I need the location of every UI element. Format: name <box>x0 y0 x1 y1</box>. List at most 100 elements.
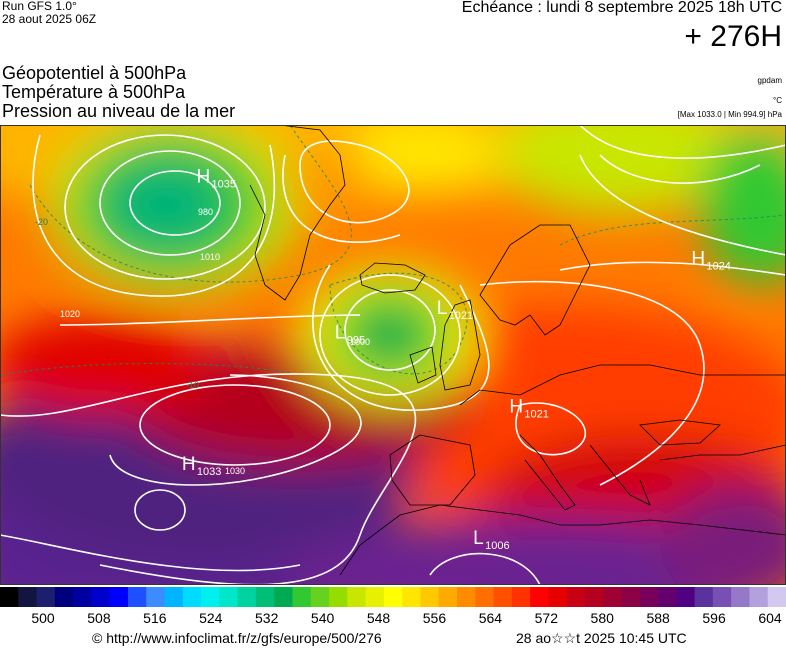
generated-time: 28 ao☆☆t 2025 10:45 UTC <box>516 630 687 646</box>
low-pressure-center: L 1006 <box>473 528 509 552</box>
colorbar-tick: 572 <box>534 610 558 626</box>
pressure-center-value: 1006 <box>485 540 509 552</box>
lead-time: + 276H <box>684 20 782 53</box>
colorbar-swatch <box>274 587 294 607</box>
colorbar-swatch <box>767 587 786 607</box>
colorbar-swatch <box>219 587 239 607</box>
temperature-contours <box>0 125 786 376</box>
geopotential-field <box>0 125 786 585</box>
pressure-center-value: 995 <box>347 335 365 347</box>
colorbar-swatch <box>548 587 568 607</box>
colorbar-tick: 532 <box>255 610 279 626</box>
colorbar-tick: 564 <box>478 610 503 626</box>
colorbar-swatch <box>164 587 184 607</box>
colorbar-tick: 588 <box>646 610 670 626</box>
pressure-center-letter: H <box>691 249 705 270</box>
colorbar-tick: 556 <box>422 610 447 626</box>
colorbar-swatch <box>310 587 330 607</box>
title-temperature: Température à 500hPa <box>2 82 186 102</box>
colorbar-swatch <box>329 587 348 607</box>
colorbar <box>0 587 786 607</box>
temp-label-minus20: -20 <box>35 217 48 227</box>
isobar-label-980: 980 <box>198 207 213 217</box>
colorbar-tick: 548 <box>366 610 391 626</box>
low-pressure-center: L 1021 <box>437 298 473 322</box>
colorbar-swatch <box>712 587 732 607</box>
pressure-center-letter: H <box>182 454 196 475</box>
colorbar-swatch <box>530 587 549 607</box>
colorbar-swatch <box>383 587 403 607</box>
pressure-center-letter: H <box>509 397 523 418</box>
colorbar-swatch <box>694 587 714 607</box>
temp-label-minus10: -10 <box>186 380 199 390</box>
colorbar-swatch <box>584 587 604 607</box>
colorbar-tick: 540 <box>310 610 335 626</box>
unit-temperature: °C <box>773 96 782 105</box>
colorbar-swatch <box>566 587 586 607</box>
colorbar-swatch <box>621 587 641 607</box>
colorbar-swatch <box>292 587 312 607</box>
colorbar-swatch <box>475 587 495 607</box>
colorbar-swatch <box>603 587 623 607</box>
colorbar-swatch <box>36 587 56 607</box>
colorbar-swatch <box>639 587 659 607</box>
pressure-center-letter: L <box>335 323 346 344</box>
pressure-center-letter: H <box>197 167 211 188</box>
pressure-center-letter: L <box>437 298 448 319</box>
colorbar-swatch <box>237 587 257 607</box>
colorbar-swatch <box>731 587 751 607</box>
colorbar-swatch <box>511 587 531 607</box>
colorbar-swatch <box>0 587 19 607</box>
unit-geopotential: gpdam <box>757 76 782 85</box>
colorbar-swatch <box>91 587 111 607</box>
colorbar-swatch <box>109 587 129 607</box>
pressure-center-value: 1021 <box>524 409 548 421</box>
high-pressure-center: H 1035 <box>197 167 236 191</box>
isobar-label-1020: 1020 <box>60 309 80 319</box>
colorbar-swatch <box>18 587 38 607</box>
pressure-center-letter: L <box>473 528 484 549</box>
run-date: 28 aout 2025 06Z <box>2 12 97 26</box>
colorbar-swatch <box>438 587 458 607</box>
colorbar-tick: 500 <box>31 610 55 626</box>
colorbar-swatch <box>255 587 275 607</box>
valid-time: Echéance : lundi 8 septembre 2025 18h UT… <box>461 0 782 16</box>
run-label: Run GFS 1.0° <box>2 0 77 13</box>
colorbar-swatch <box>73 587 92 607</box>
copyright-link[interactable]: © http://www.infoclimat.fr/z/gfs/europe/… <box>92 630 382 646</box>
pressure-center-value: 1024 <box>706 261 730 273</box>
isobar-labels: 980 1000 1010 1020 1030 <box>60 207 370 476</box>
colorbar-tick: 524 <box>199 610 223 626</box>
low-pressure-center: L 995 <box>335 323 365 347</box>
colorbar-swatch <box>182 587 202 607</box>
colorbar-swatch <box>365 587 385 607</box>
colorbar-swatch <box>676 587 696 607</box>
isobars <box>0 125 786 585</box>
isobar-label-1000: 1000 <box>350 337 370 347</box>
pressure-center-value: 1021 <box>449 310 473 322</box>
colorbar-swatch <box>493 587 513 607</box>
title-geopotential: Géopotentiel à 500hPa <box>2 63 187 83</box>
colorbar-tick: 516 <box>143 610 167 626</box>
high-pressure-center: H 1021 <box>509 397 548 421</box>
pressure-center-value: 1035 <box>212 179 236 191</box>
coastlines <box>249 125 786 576</box>
colorbar-swatch <box>749 587 769 607</box>
colorbar-swatch <box>146 587 166 607</box>
colorbar-swatch <box>420 587 440 607</box>
pressure-range: [Max 1033.0 | Min 994.9] hPa <box>677 110 782 119</box>
temperature-labels: -20 -10 <box>35 217 199 390</box>
high-pressure-center: H 1033 <box>182 454 221 478</box>
high-pressure-center: H 1024 <box>691 249 730 273</box>
isobar-label-1030: 1030 <box>225 466 245 476</box>
colorbar-tick: 596 <box>702 610 726 626</box>
colorbar-swatch <box>54 587 74 607</box>
colorbar-tick: 604 <box>758 610 782 626</box>
colorbar-swatch <box>456 587 476 607</box>
pressure-center-value: 1033 <box>197 466 221 478</box>
colorbar-tick: 580 <box>590 610 614 626</box>
colorbar-swatch <box>127 587 147 607</box>
colorbar-swatch <box>402 587 422 607</box>
